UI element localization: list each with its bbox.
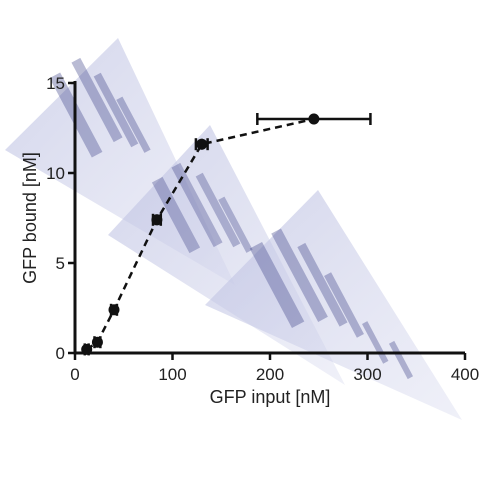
x-tick-label: 0 bbox=[70, 365, 79, 384]
ticks: 0 100 200 300 400 0 5 10 15 bbox=[46, 74, 479, 384]
x-tick-label: 100 bbox=[158, 365, 186, 384]
data-point bbox=[151, 214, 163, 226]
y-tick-label: 15 bbox=[46, 74, 65, 93]
x-axis-label: GFP input [nM] bbox=[210, 387, 331, 407]
y-tick-label: 10 bbox=[46, 164, 65, 183]
y-tick-label: 5 bbox=[56, 254, 65, 273]
data-point bbox=[81, 343, 93, 355]
x-tick-label: 200 bbox=[256, 365, 284, 384]
series-line bbox=[86, 117, 315, 351]
data-point bbox=[91, 336, 103, 348]
x-tick-label: 400 bbox=[451, 365, 479, 384]
y-tick-label: 0 bbox=[56, 344, 65, 363]
x-tick-label: 300 bbox=[353, 365, 381, 384]
data-point bbox=[108, 304, 120, 316]
data-point bbox=[308, 113, 320, 125]
series-gfp bbox=[81, 113, 372, 356]
data-point bbox=[196, 138, 208, 150]
gel-image-overlays bbox=[5, 38, 462, 420]
y-axis-label: GFP bound [nM] bbox=[20, 152, 40, 284]
gel-overlay-bottom bbox=[205, 190, 462, 420]
